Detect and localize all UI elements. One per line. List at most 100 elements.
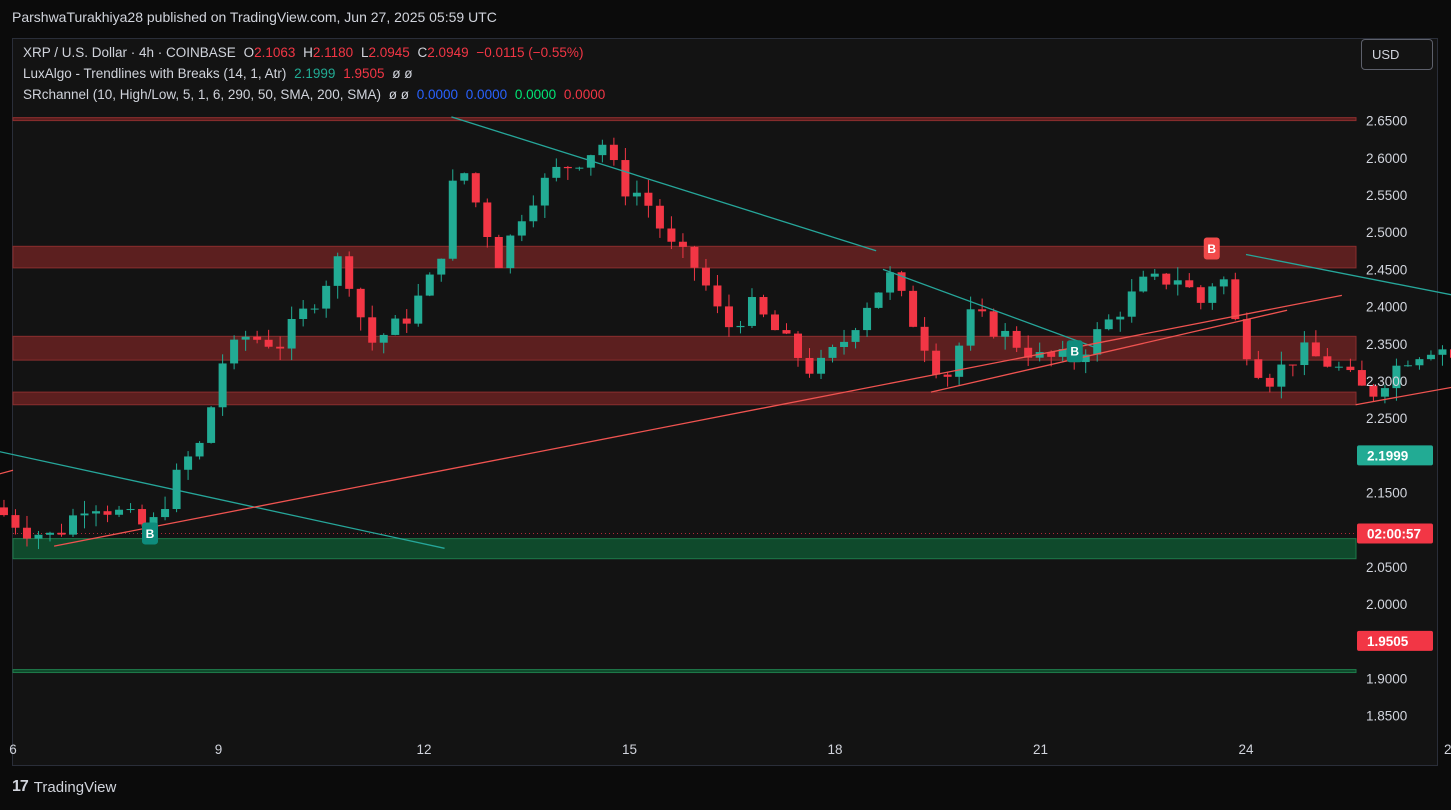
candle: [92, 505, 101, 527]
time-tick-label: 21: [1033, 742, 1048, 757]
candle: [172, 463, 181, 513]
candle: [690, 245, 699, 281]
candle-body: [310, 308, 319, 310]
candle: [552, 158, 561, 182]
break-label-text: B: [1207, 242, 1216, 256]
low-label: L: [360, 45, 369, 60]
time-tick-label: 18: [827, 742, 842, 757]
candle-body: [1012, 330, 1021, 348]
indicator-1-value-2: 1.9505: [343, 66, 385, 81]
uptrend-line: [0, 469, 14, 475]
price-axis-label: 02:00:57: [1357, 523, 1433, 544]
candle-body: [575, 167, 584, 169]
candle: [840, 329, 849, 355]
candle: [402, 309, 411, 333]
candle: [1311, 330, 1320, 357]
candle-body: [747, 297, 756, 326]
currency-button[interactable]: USD: [1361, 39, 1433, 70]
candle-body: [1254, 359, 1263, 378]
candle: [932, 343, 941, 379]
candle: [22, 515, 31, 547]
symbol-label[interactable]: XRP / U.S. Dollar · 4h · COINBASE: [23, 45, 236, 60]
candle-body: [1093, 329, 1102, 355]
candle-body: [241, 336, 250, 340]
candle-body: [886, 272, 895, 293]
candle-body: [437, 258, 446, 275]
candle: [80, 500, 89, 529]
time-tick-label: 6: [9, 742, 17, 757]
candle-body: [1208, 286, 1217, 303]
candle: [45, 531, 54, 542]
break-label-box: [142, 522, 158, 545]
price-axis: 2.6500 2.6000 2.5500 2.5000 2.4500 2.4000 2.35…: [1366, 114, 1407, 724]
candle: [529, 195, 538, 228]
candle: [57, 523, 66, 537]
candle-body: [563, 166, 572, 169]
candle-body: [299, 308, 308, 320]
price-labels: 2.1999 02:00:57 1.9505: [1357, 445, 1433, 651]
candle: [103, 505, 112, 523]
indicator-2-value-2: 0.0000: [465, 87, 508, 102]
candle: [1346, 358, 1355, 372]
candle-body: [69, 515, 78, 535]
candle: [563, 165, 572, 180]
candle-body: [115, 509, 124, 515]
candle-body: [1415, 359, 1424, 366]
candle-body: [782, 330, 791, 334]
candle: [805, 348, 814, 378]
candle: [747, 288, 756, 329]
time-tick-label: 15: [622, 742, 637, 757]
candle-body: [391, 318, 400, 335]
candle: [1288, 364, 1297, 377]
break-labels: BBBB3BBBBBB: [142, 237, 1220, 545]
close-value: 2.0949: [427, 45, 469, 60]
candle: [828, 344, 837, 363]
price-tick-label: 2.3500: [1366, 337, 1407, 352]
brand-name: TradingView: [33, 778, 117, 796]
candle-body: [1173, 280, 1182, 285]
candle: [414, 283, 423, 327]
candle: [506, 234, 515, 274]
candle: [1357, 360, 1366, 386]
candle: [1208, 283, 1217, 310]
candles: [0, 137, 1451, 550]
candle-body: [632, 192, 641, 197]
candle-body: [1231, 279, 1240, 320]
candle: [368, 305, 377, 351]
candle-body: [184, 456, 193, 470]
candle: [1369, 383, 1378, 402]
indicator-2-name[interactable]: SRchannel (10, High/Low, 5, 1, 6, 290, 5…: [23, 87, 381, 102]
footer-brand[interactable]: 17 TradingView: [12, 778, 116, 796]
candle-body: [1162, 273, 1171, 285]
low-value: 2.0945: [368, 45, 410, 60]
candle: [1185, 273, 1194, 288]
support-zone: [12, 669, 1357, 674]
candle-body: [92, 511, 101, 514]
candle: [276, 336, 285, 361]
downtrend-line: [451, 116, 877, 252]
downtrend-line: [0, 451, 445, 549]
candle-body: [863, 307, 872, 331]
candle-body: [425, 274, 434, 296]
candle: [1219, 276, 1228, 295]
candle-body: [149, 517, 158, 525]
candle-body: [1058, 349, 1067, 357]
candle: [817, 349, 826, 380]
candle-body: [1438, 349, 1447, 355]
candle-body: [161, 509, 170, 518]
candle-body: [1116, 316, 1125, 320]
candle-body: [609, 144, 618, 161]
indicator-1-name[interactable]: LuxAlgo - Trendlines with Breaks (14, 1,…: [23, 66, 287, 81]
candle-body: [138, 509, 147, 525]
candle: [1196, 285, 1205, 310]
downtrend-line: [1245, 253, 1451, 296]
candle: [391, 315, 400, 336]
trendlines: [0, 116, 1451, 549]
candle-body: [955, 345, 964, 377]
candle-body: [57, 532, 66, 535]
break-label-text: B: [1070, 345, 1079, 359]
candle: [0, 499, 8, 517]
candle-body: [1127, 291, 1136, 317]
candle-body: [287, 319, 296, 349]
